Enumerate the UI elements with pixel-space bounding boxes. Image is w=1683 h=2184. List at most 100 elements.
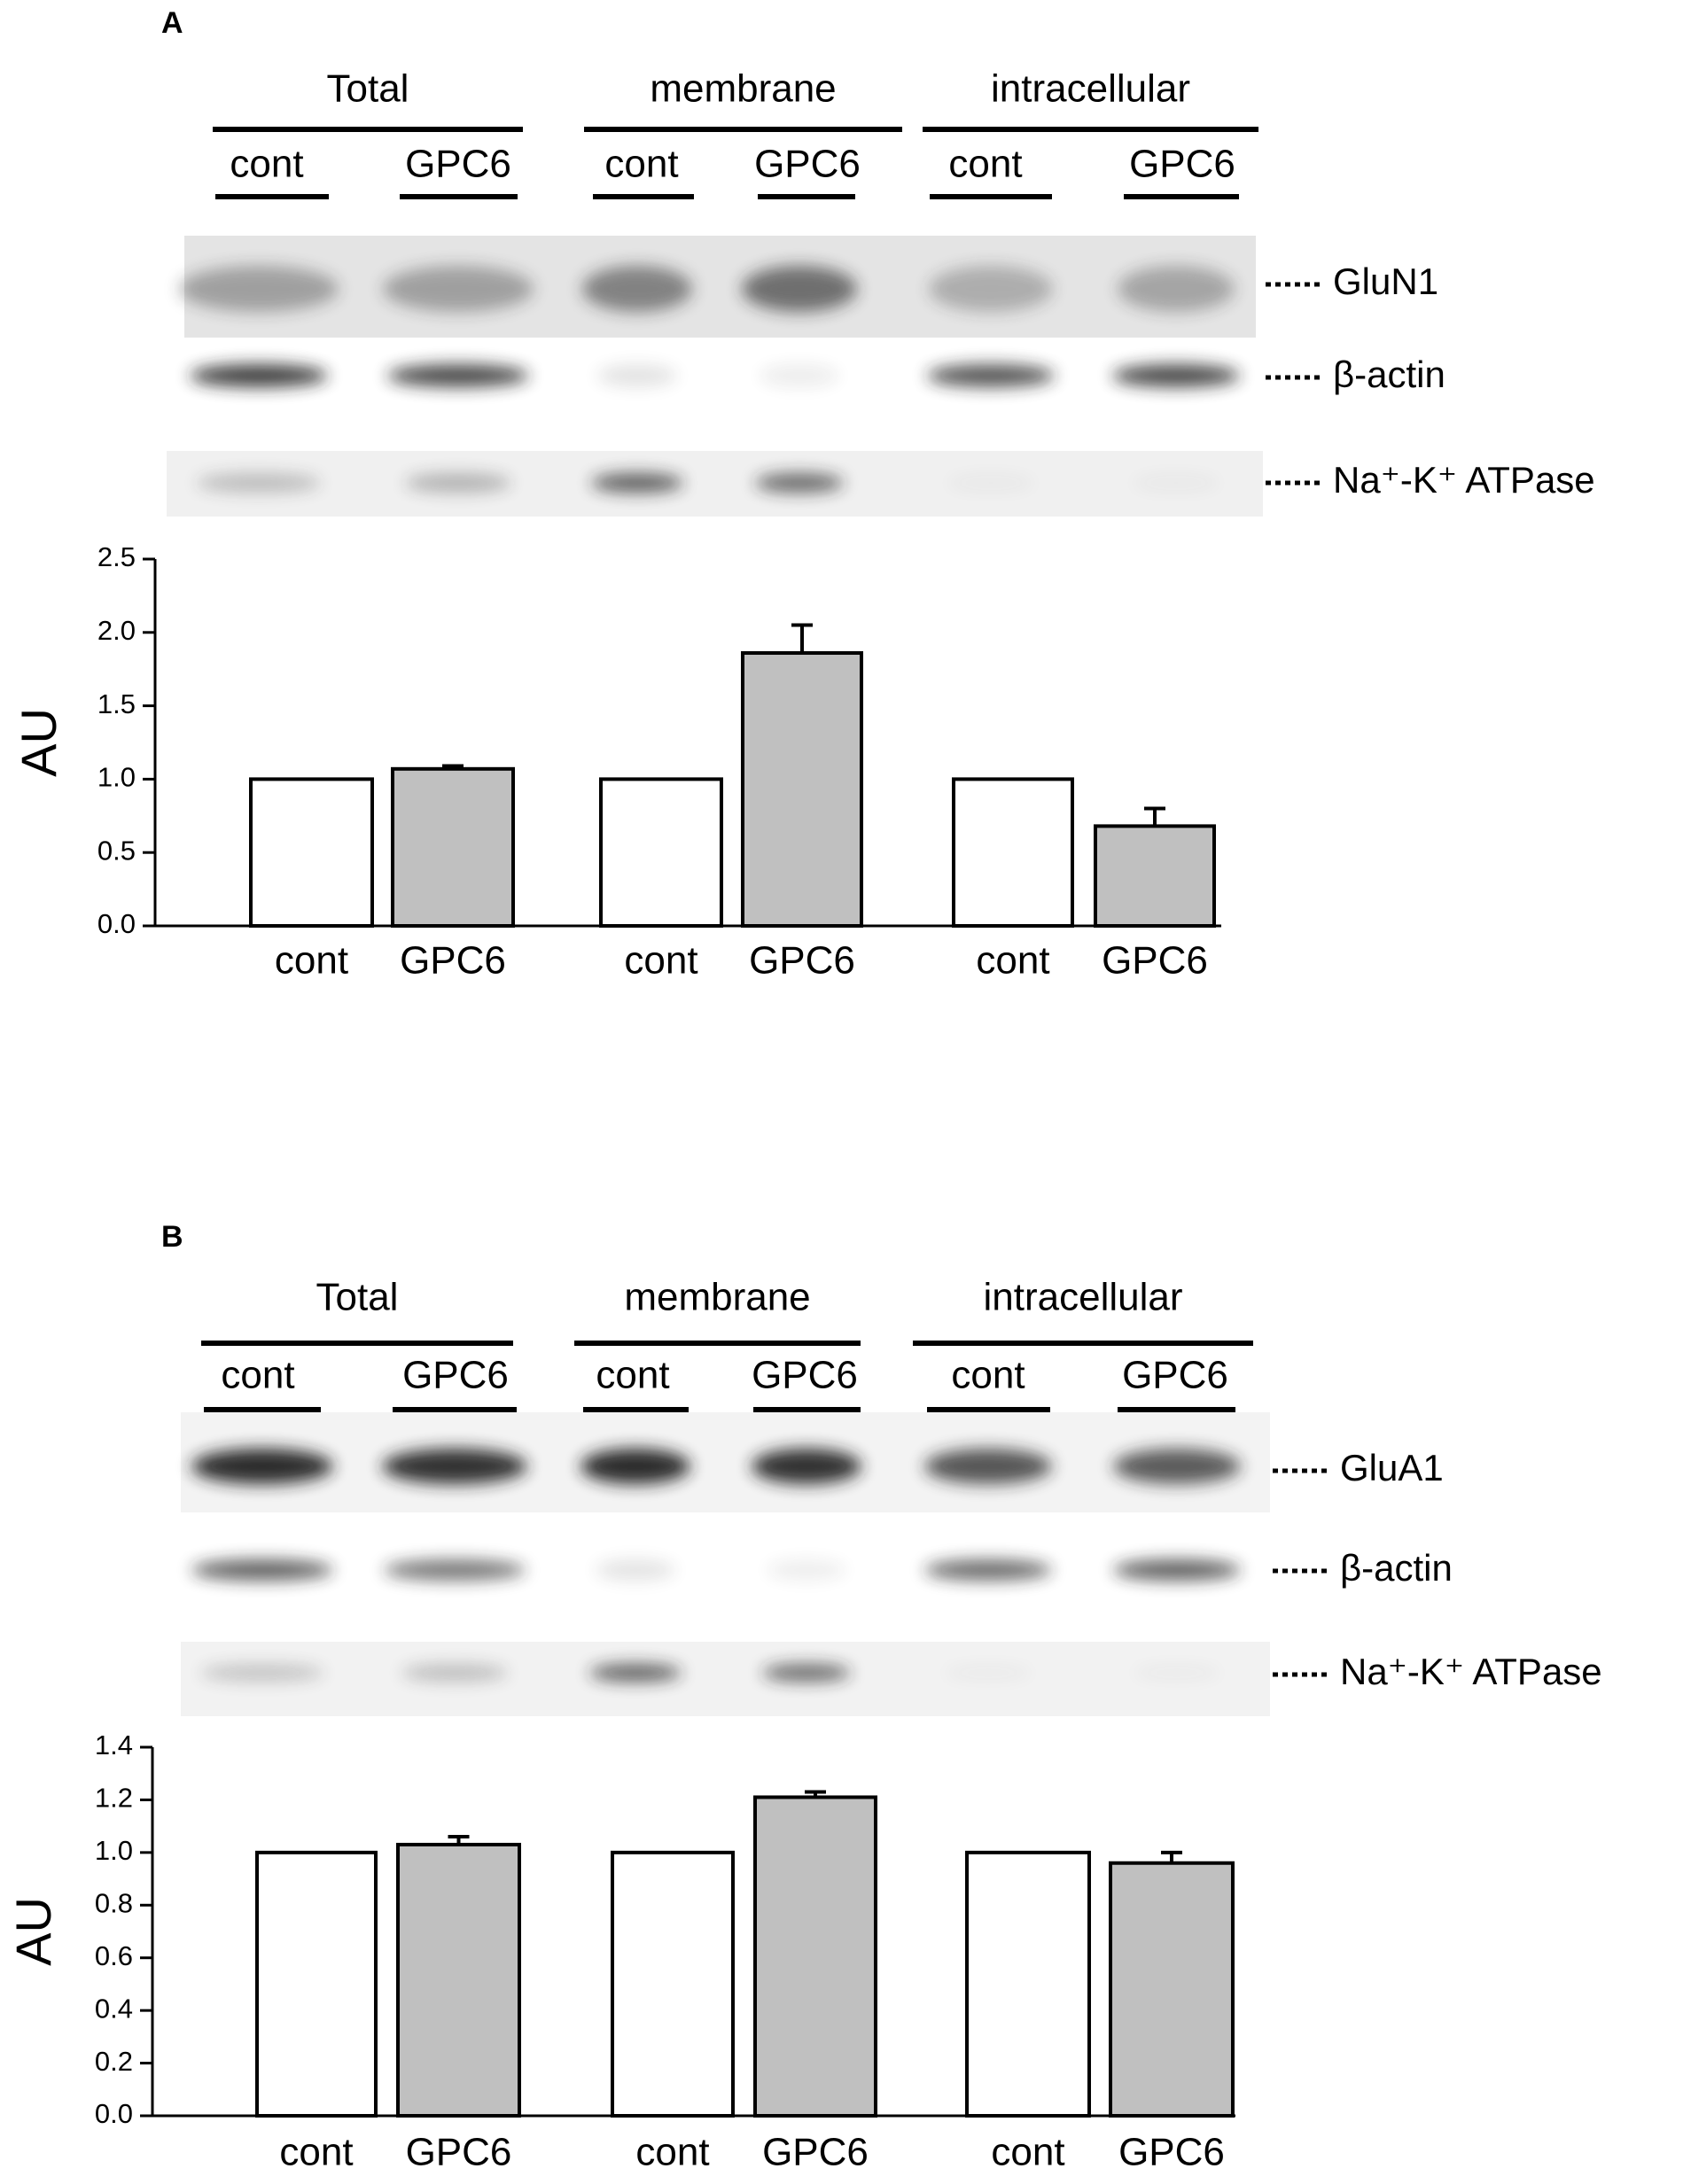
blot-band (947, 473, 1035, 493)
x-tick-label: cont (635, 2131, 709, 2174)
bar (952, 777, 1074, 929)
band-label: GluA1 (1340, 1447, 1444, 1488)
lane-label: cont (221, 1354, 294, 1397)
x-tick-label: GPC6 (1118, 2131, 1225, 2174)
bar (396, 1842, 521, 2118)
x-tick-label: cont (991, 2131, 1064, 2174)
blot-band (1132, 473, 1220, 493)
blot-band (591, 473, 683, 493)
band-label: GluN1 (1333, 260, 1438, 302)
blot-band (1133, 1664, 1221, 1682)
error-bar (448, 1835, 470, 1845)
lane-label: GPC6 (1122, 1354, 1228, 1397)
blot-band (597, 364, 677, 387)
blot-band (762, 1664, 851, 1682)
blot-band (384, 1559, 526, 1581)
lane-label: GPC6 (752, 1354, 858, 1397)
blot-band (382, 1449, 527, 1484)
blot-band (197, 473, 321, 493)
bar (965, 1850, 1091, 2118)
bar (611, 1850, 735, 2118)
lane-label: cont (230, 143, 303, 186)
y-tick-label: 2.5 (97, 541, 136, 572)
blot-band (200, 1664, 324, 1682)
y-tick-label: 0.8 (95, 1887, 133, 1918)
blot-band (383, 266, 534, 312)
panel-label: A (161, 6, 183, 40)
y-tick-label: 1.0 (95, 1835, 133, 1866)
y-tick-label: 0.2 (95, 2046, 133, 2077)
blot-strip (167, 451, 1263, 517)
y-tick-label: 1.5 (97, 688, 136, 719)
group-label: Total (316, 1276, 399, 1319)
blot-band (944, 1664, 1032, 1682)
bar (1109, 1861, 1235, 2118)
group-label: membrane (624, 1276, 810, 1319)
lane-label: cont (951, 1354, 1025, 1397)
blot-band (1118, 266, 1235, 312)
x-tick-label: cont (624, 939, 697, 983)
blot-band (401, 1664, 508, 1682)
bar (1094, 824, 1216, 929)
blot-band (179, 266, 339, 312)
band-label: Na⁺-K⁺ ATPase (1333, 459, 1595, 501)
x-tick-label: GPC6 (749, 939, 855, 983)
blot-band (589, 1664, 682, 1682)
group-label: intracellular (984, 1276, 1183, 1319)
blot-band (924, 1559, 1052, 1581)
y-tick-label: 2.0 (97, 615, 136, 646)
group-label: membrane (650, 67, 836, 111)
blot-band (760, 364, 839, 387)
group-label: Total (327, 67, 409, 111)
bar (599, 777, 723, 929)
bar (391, 766, 515, 928)
y-tick-label: 0.6 (95, 1940, 133, 1971)
blot-band (596, 1559, 675, 1581)
band-label: β-actin (1340, 1547, 1453, 1589)
group-label: intracellular (991, 67, 1190, 111)
error-bar (791, 623, 813, 653)
blot-strip (181, 1642, 1270, 1716)
blot-band (924, 1449, 1052, 1484)
x-tick-label: GPC6 (406, 2131, 512, 2174)
bar (741, 650, 863, 928)
blot-band (927, 364, 1055, 387)
y-tick-label: 0.0 (95, 2098, 133, 2129)
x-tick-label: cont (275, 939, 348, 983)
x-tick-label: cont (279, 2131, 353, 2174)
blot-band (1113, 1449, 1241, 1484)
x-tick-label: GPC6 (762, 2131, 869, 2174)
lane-label: GPC6 (754, 143, 861, 186)
error-bar (1161, 1850, 1182, 1863)
panel-label: B (161, 1220, 183, 1254)
blot-band (1113, 1559, 1241, 1581)
band-label: β-actin (1333, 354, 1445, 395)
bar (753, 1795, 877, 2118)
x-tick-label: GPC6 (1102, 939, 1208, 983)
y-tick-label: 0.0 (97, 908, 136, 939)
blot-band (405, 473, 511, 493)
error-bar (1144, 806, 1165, 827)
lane-label: GPC6 (1129, 143, 1235, 186)
y-tick-label: 1.2 (95, 1783, 133, 1814)
blot-strip (181, 1412, 1270, 1512)
lane-label: cont (948, 143, 1022, 186)
lane-label: GPC6 (405, 143, 511, 186)
band-label: Na⁺-K⁺ ATPase (1340, 1651, 1602, 1692)
bar (255, 1850, 378, 2118)
blot-band (582, 266, 692, 312)
blot-band (742, 266, 857, 312)
blot-band (752, 1449, 861, 1484)
y-tick-label: 0.4 (95, 1993, 133, 2024)
y-tick-label: 1.4 (95, 1729, 133, 1760)
error-bar (805, 1790, 826, 1798)
blot-band (580, 1449, 690, 1484)
blot-band (767, 1559, 846, 1581)
blot-band (191, 1449, 333, 1484)
lane-label: cont (596, 1354, 669, 1397)
blot-band (1112, 364, 1240, 387)
blot-band (191, 1559, 333, 1581)
y-tick-label: 0.5 (97, 835, 136, 866)
blot-band (929, 266, 1053, 312)
lane-label: GPC6 (402, 1354, 509, 1397)
